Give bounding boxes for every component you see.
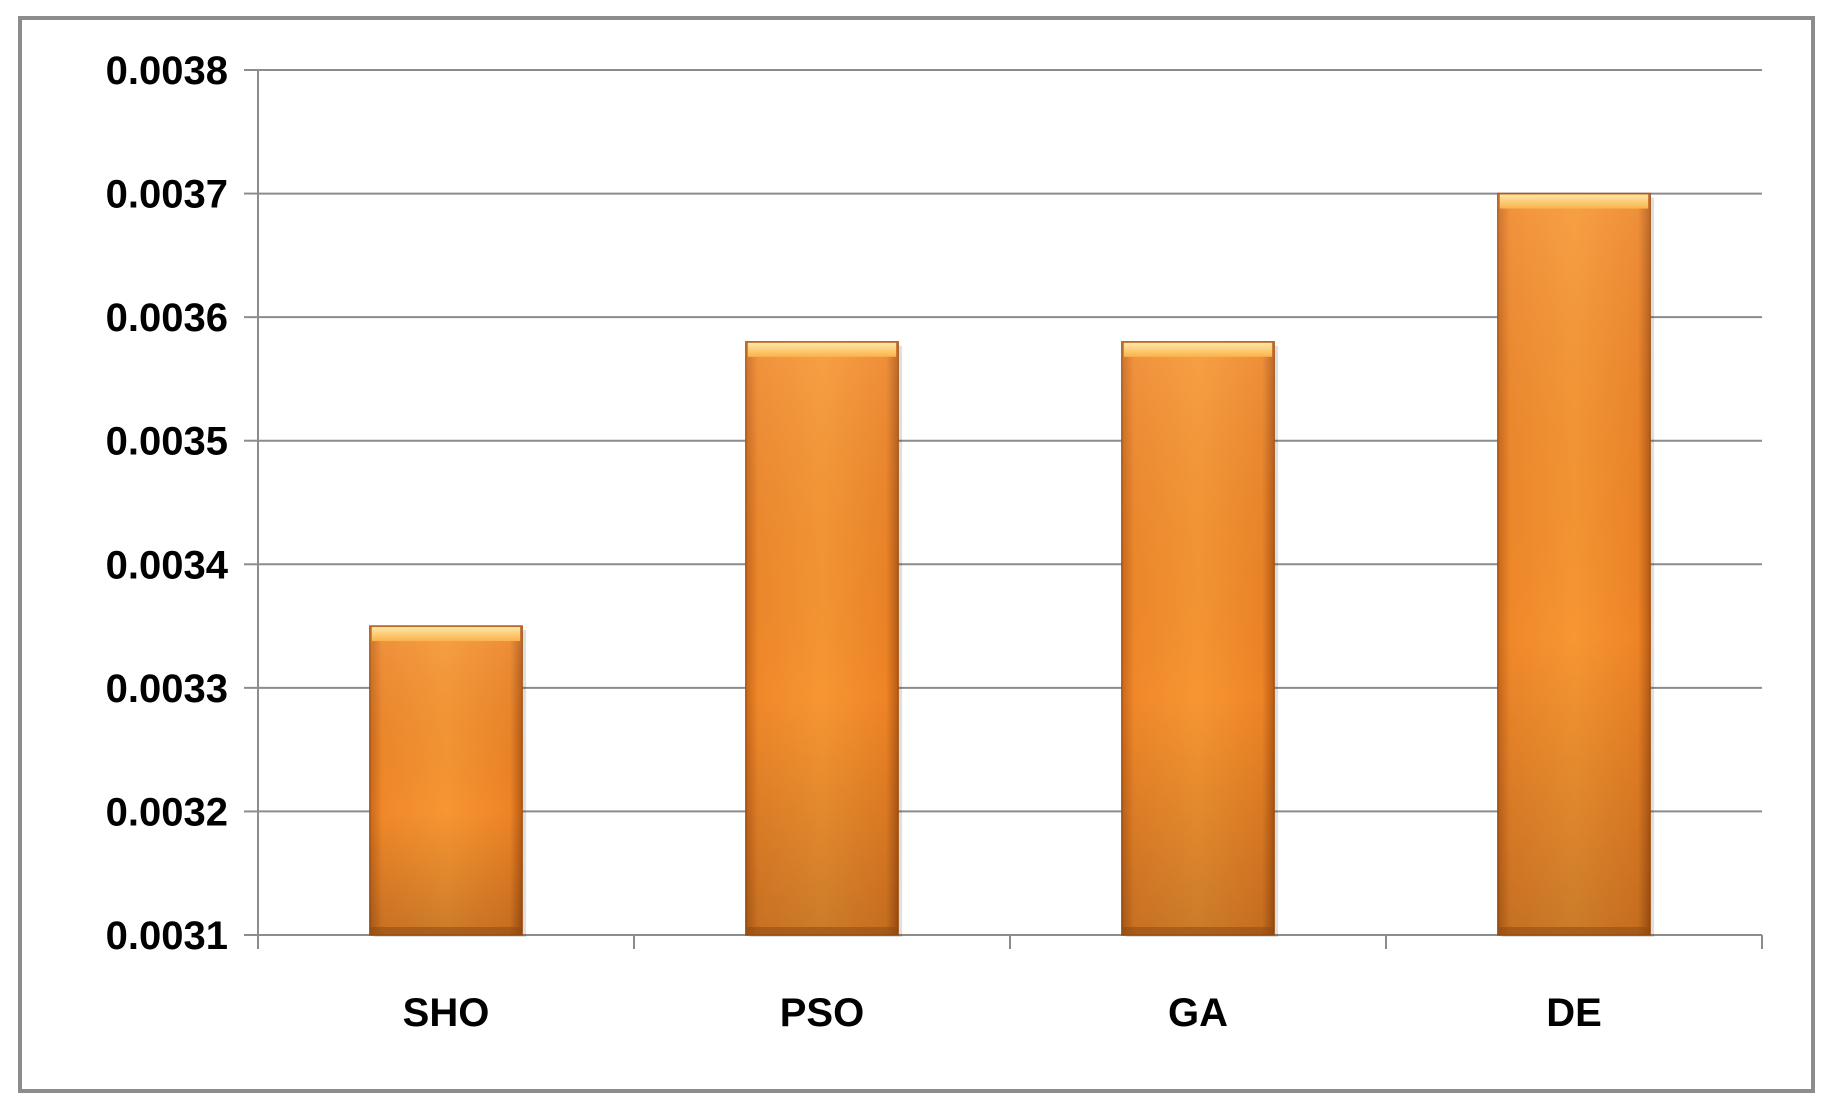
y-tick-label: 0.0038 [106,49,228,93]
bar-shade [745,341,899,935]
y-tick-label: 0.0037 [106,173,228,217]
x-tick-labels: SHO PSO GA DE [403,991,1602,1035]
x-tick-label-ga: GA [1168,991,1228,1035]
x-tick-label-sho: SHO [403,991,490,1035]
bars [369,192,1655,938]
y-tick-label: 0.0034 [106,543,229,587]
x-tick-label-pso: PSO [780,991,864,1035]
y-tick-label: 0.0031 [106,914,228,958]
bar-pso [745,341,903,937]
bar-sho [369,625,527,937]
y-tick-label: 0.0035 [106,420,228,464]
bar-de [1497,192,1655,938]
bar-bevel [1499,194,1649,209]
bar-shade [1497,193,1651,936]
bar-base [1122,927,1274,934]
bar-base [1498,927,1650,934]
bar-shade [369,626,523,935]
bar-bevel [1123,342,1273,357]
bar-shade [1121,341,1275,935]
y-tick-label: 0.0032 [106,790,228,834]
y-tick-label: 0.0033 [106,667,228,711]
y-tick-label: 0.0036 [106,296,228,340]
bar-ga [1121,341,1279,937]
x-tick-label-de: DE [1546,991,1602,1035]
bar-bevel [371,627,521,642]
bar-base [370,927,522,934]
bar-bevel [747,342,897,357]
y-tick-labels: 0.0031 0.0032 0.0033 0.0034 0.0035 0.0036 0.00… [106,49,229,958]
bar-base [746,927,898,934]
